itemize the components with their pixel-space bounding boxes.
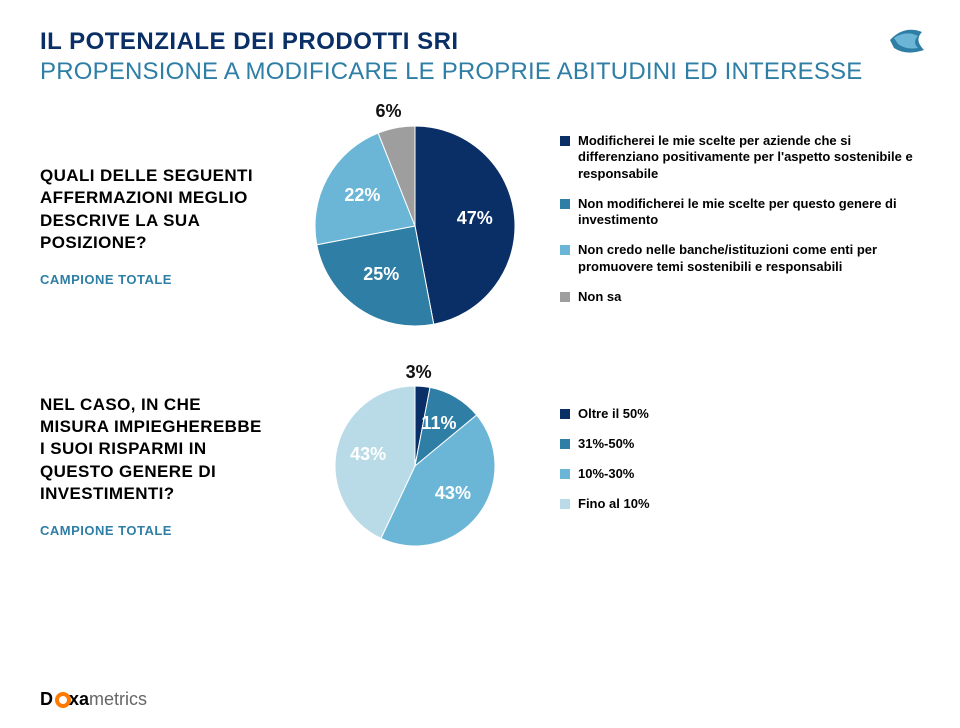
legend-text: Oltre il 50%: [578, 406, 649, 422]
legend-text: 10%-30%: [578, 466, 634, 482]
legend-swatch: [560, 136, 570, 146]
legend-text: Modificherei le mie scelte per aziende c…: [578, 133, 920, 182]
legend-text: Non modificherei le mie scelte per quest…: [578, 196, 920, 229]
q1-sample-label: CAMPIONE TOTALE: [40, 272, 270, 287]
title-main: IL POTENZIALE DEI PRODOTTI SRI: [40, 28, 920, 56]
legend-item: Non modificherei le mie scelte per quest…: [560, 196, 920, 229]
legend-swatch: [560, 469, 570, 479]
legend-text: Non credo nelle banche/istituzioni come …: [578, 242, 920, 275]
legend-swatch: [560, 292, 570, 302]
legend-item: Non sa: [560, 289, 920, 305]
q2-pie-chart: 3%11%43%43%: [290, 376, 540, 556]
legend-item: Oltre il 50%: [560, 406, 920, 422]
question-row-1: QUALI DELLE SEGUENTI AFFERMAZIONI MEGLIO…: [40, 116, 920, 336]
legend-swatch: [560, 245, 570, 255]
legend-item: Non credo nelle banche/istituzioni come …: [560, 242, 920, 275]
corner-logo-icon: [884, 20, 930, 58]
q1-question-block: QUALI DELLE SEGUENTI AFFERMAZIONI MEGLIO…: [40, 165, 270, 286]
legend-text: Fino al 10%: [578, 496, 650, 512]
legend-item: 10%-30%: [560, 466, 920, 482]
legend-text: 31%-50%: [578, 436, 634, 452]
logo-xa: xa: [69, 689, 89, 710]
q2-legend: Oltre il 50% 31%-50% 10%-30% Fino al 10%: [540, 406, 920, 527]
page-title: IL POTENZIALE DEI PRODOTTI SRI PROPENSIO…: [40, 28, 920, 86]
question-row-2: NEL CASO, IN CHE MISURA IMPIEGHEREBBE I …: [40, 376, 920, 556]
legend-item: 31%-50%: [560, 436, 920, 452]
q1-pie-chart: 47%25%22%6%: [270, 116, 560, 336]
logo-metrics: metrics: [89, 689, 147, 710]
legend-swatch: [560, 439, 570, 449]
q2-sample-label: CAMPIONE TOTALE: [40, 523, 290, 538]
q2-question-block: NEL CASO, IN CHE MISURA IMPIEGHEREBBE I …: [40, 394, 290, 537]
legend-item: Modificherei le mie scelte per aziende c…: [560, 133, 920, 182]
legend-swatch: [560, 199, 570, 209]
q1-legend: Modificherei le mie scelte per aziende c…: [560, 133, 920, 319]
q1-question: QUALI DELLE SEGUENTI AFFERMAZIONI MEGLIO…: [40, 165, 270, 253]
footer-logo: Dxametrics: [40, 689, 147, 710]
legend-item: Fino al 10%: [560, 496, 920, 512]
logo-d: D: [40, 689, 53, 710]
q2-question: NEL CASO, IN CHE MISURA IMPIEGHEREBBE I …: [40, 394, 270, 504]
title-sub: PROPENSIONE A MODIFICARE LE PROPRIE ABIT…: [40, 58, 920, 86]
legend-text: Non sa: [578, 289, 621, 305]
legend-swatch: [560, 409, 570, 419]
legend-swatch: [560, 499, 570, 509]
